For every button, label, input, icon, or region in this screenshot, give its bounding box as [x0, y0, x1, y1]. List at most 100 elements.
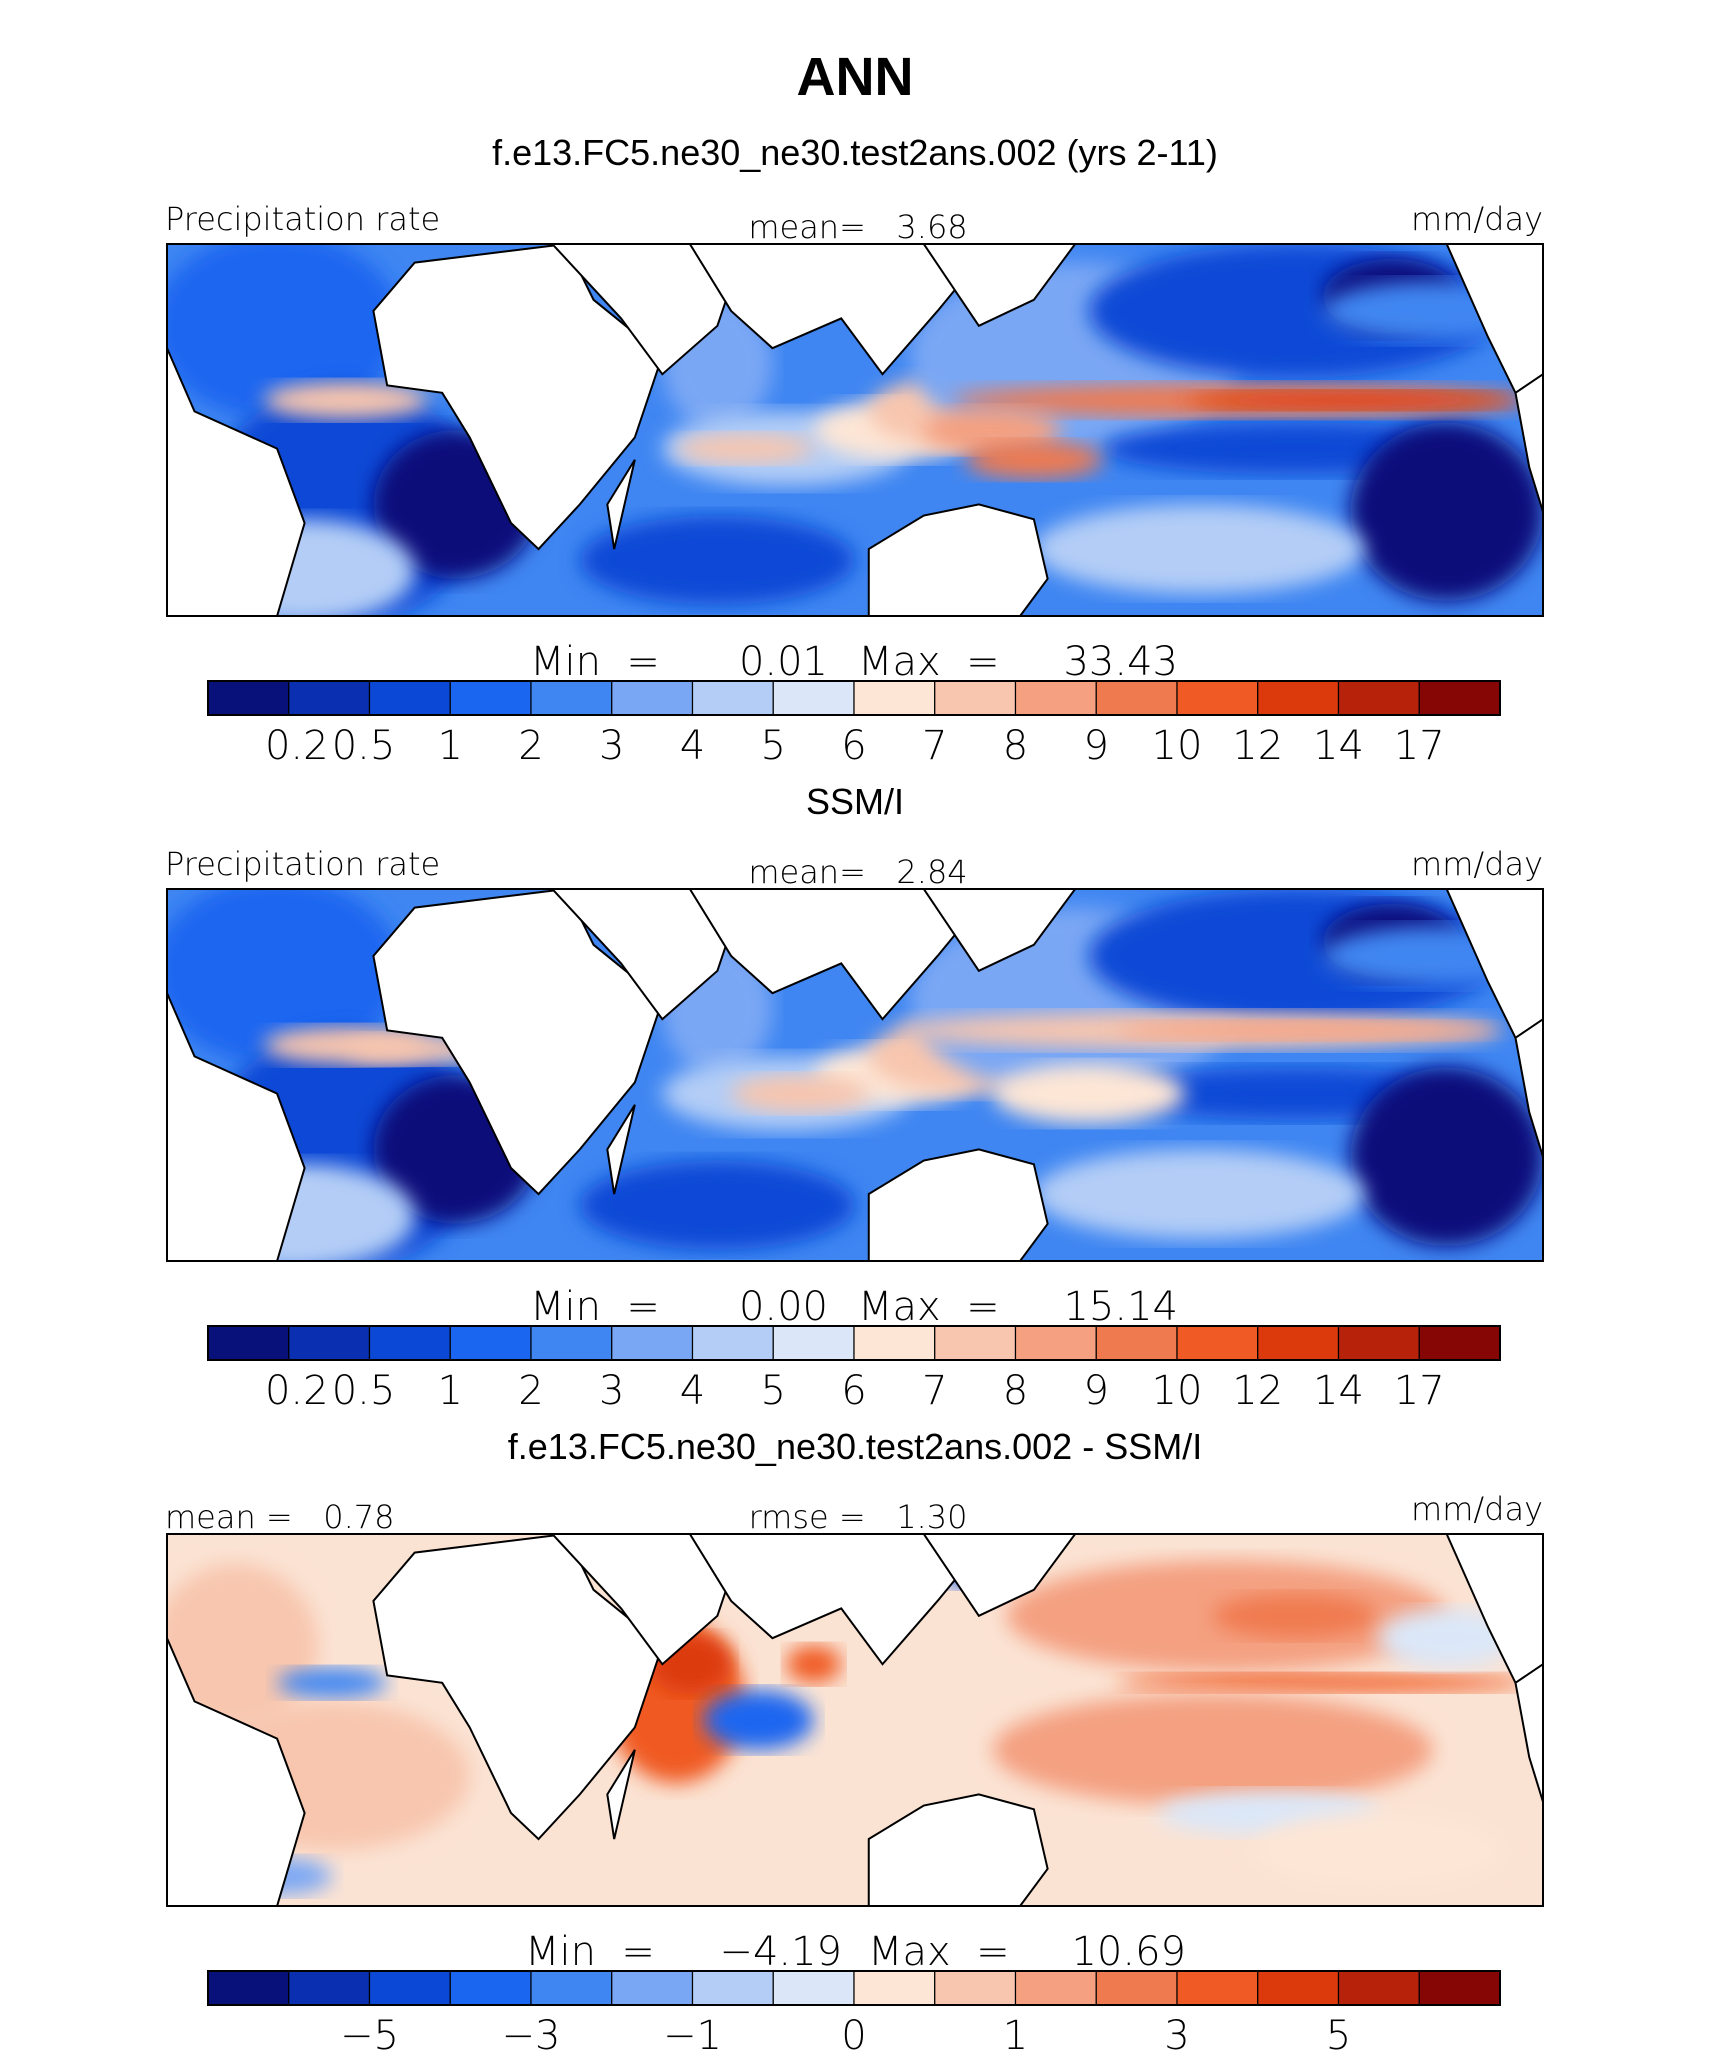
colorbar-tick-label: 0.2	[265, 723, 329, 769]
colorbar-swatch	[772, 1325, 855, 1361]
precip-map	[167, 889, 1543, 1261]
colorbar-swatch	[288, 1970, 371, 2006]
colorbar-swatch	[772, 1970, 855, 2006]
colorbar-swatch	[1418, 680, 1501, 716]
field-contour	[1033, 1149, 1365, 1239]
colorbar-swatch	[691, 1325, 774, 1361]
field-contour	[992, 1693, 1433, 1806]
colorbar-tick-label: 14	[1313, 1368, 1364, 1414]
colorbar-tick-label: 7	[922, 1368, 947, 1414]
colorbar-swatch	[1257, 1970, 1340, 2006]
left-label: Precipitation rate	[165, 200, 440, 238]
land-polygon	[372, 244, 664, 551]
colorbar-frame	[207, 1325, 1501, 1361]
panel-title: f.e13.FC5.ne30_ne30.test2ans.002 - SSM/I	[508, 1426, 1202, 1467]
colorbar-tick-label: 3	[1164, 2013, 1189, 2059]
colorbar-swatch	[207, 1970, 290, 2006]
units-label: mm/day	[1411, 200, 1543, 238]
colorbar-swatch	[1176, 680, 1259, 716]
land-polygon	[167, 992, 306, 1261]
colorbar-tick-label: 8	[1003, 723, 1028, 769]
colorbar-swatch	[530, 1970, 613, 2006]
colorbar-tick-label: 0.5	[332, 1368, 396, 1414]
colorbar-tick-label: 0.2	[265, 1368, 329, 1414]
colorbar-swatch	[1176, 1970, 1259, 2006]
colorbar-tick-label: 0	[841, 2013, 866, 2059]
max-value: 10.69	[1071, 1929, 1186, 1975]
land-polygon	[550, 244, 746, 376]
colorbar-tick-label: 9	[1084, 1368, 1109, 1414]
land-polygon	[1514, 1662, 1543, 1803]
colorbar-swatch	[772, 680, 855, 716]
colorbar-swatch	[1418, 1325, 1501, 1361]
field-contour	[1185, 390, 1516, 410]
colorbar-tick-label: 3	[599, 723, 624, 769]
colorbar-swatch	[449, 680, 532, 716]
field-contour	[1254, 1813, 1502, 1888]
field-contour	[167, 889, 401, 1064]
colorbar-swatch	[1337, 1325, 1420, 1361]
field-contour	[1350, 422, 1543, 602]
field-contour	[579, 1160, 856, 1250]
land-polygon	[922, 889, 1077, 973]
min-label: Min =	[530, 1284, 660, 1330]
colorbar: −5 −3 −1 0 1 3 5	[207, 1970, 1501, 2059]
max-value: 33.43	[1063, 639, 1178, 685]
field-contour	[992, 1063, 1186, 1124]
map-frame	[166, 243, 1544, 617]
colorbar-tick-label: 10	[1152, 1368, 1203, 1414]
land-polygon	[167, 1637, 306, 1906]
colorbar-tick-label: 7	[922, 723, 947, 769]
field-contour	[923, 407, 1062, 453]
colorbar-swatch	[368, 1325, 451, 1361]
colorbar-tick-label: 5	[761, 723, 786, 769]
land-polygon	[606, 1749, 636, 1840]
field-contour	[676, 433, 814, 464]
colorbar-tick-label: 1	[438, 1368, 463, 1414]
colorbar-swatch	[530, 680, 613, 716]
left-label: mean = 0.78	[165, 1498, 395, 1536]
figure-title: ANN	[797, 47, 914, 107]
colorbar-swatch	[288, 680, 371, 716]
colorbar-tick-label: −1	[663, 2013, 722, 2059]
colorbar-swatch	[1014, 680, 1097, 716]
colorbar-swatch	[1014, 1970, 1097, 2006]
colorbar-swatch	[1337, 1970, 1420, 2006]
colorbar-tick-label: 2	[518, 1368, 543, 1414]
colorbar-tick-label: 4	[680, 723, 705, 769]
colorbar-swatch	[611, 1970, 694, 2006]
field-contour	[1212, 1593, 1378, 1639]
colorbar-tick-label: 9	[1084, 723, 1109, 769]
colorbar-swatch	[853, 1970, 936, 2006]
colorbar-swatch	[853, 680, 936, 716]
colorbar-swatch	[449, 1325, 532, 1361]
land-polygon	[550, 1534, 746, 1666]
min-value: −4.19	[719, 1929, 842, 1975]
colorbar-tick-label: 8	[1003, 1368, 1028, 1414]
land-polygon	[867, 1148, 1049, 1261]
land-polygon	[606, 1104, 636, 1195]
colorbar-tick-label: 1	[1003, 2013, 1028, 2059]
land-polygon	[550, 889, 746, 1021]
center-label: mean= 3.68	[748, 208, 967, 246]
colorbar-tick-label: 14	[1313, 723, 1364, 769]
min-value: 0.00	[739, 1284, 828, 1330]
colorbar-tick-label: 6	[841, 723, 866, 769]
colorbar-swatch	[1176, 1325, 1259, 1361]
land-polygon	[372, 889, 664, 1196]
max-label: Max =	[868, 1929, 1010, 1975]
land-polygon	[372, 1534, 664, 1841]
colorbar-tick-label: 1	[438, 723, 463, 769]
field-contour	[277, 1667, 388, 1698]
colorbar-tick-label: 5	[761, 1368, 786, 1414]
colorbar-swatch	[449, 1970, 532, 2006]
panel-title: SSM/I	[806, 781, 904, 822]
colorbar-swatch	[1418, 1970, 1501, 2006]
colorbar-tick-label: −3	[502, 2013, 561, 2059]
land-polygon	[167, 347, 306, 616]
field-contour	[579, 515, 856, 605]
land-polygon	[1514, 1017, 1543, 1158]
colorbar-swatch	[207, 680, 290, 716]
colorbar-swatch	[853, 1325, 936, 1361]
field-contour	[1350, 1067, 1543, 1247]
